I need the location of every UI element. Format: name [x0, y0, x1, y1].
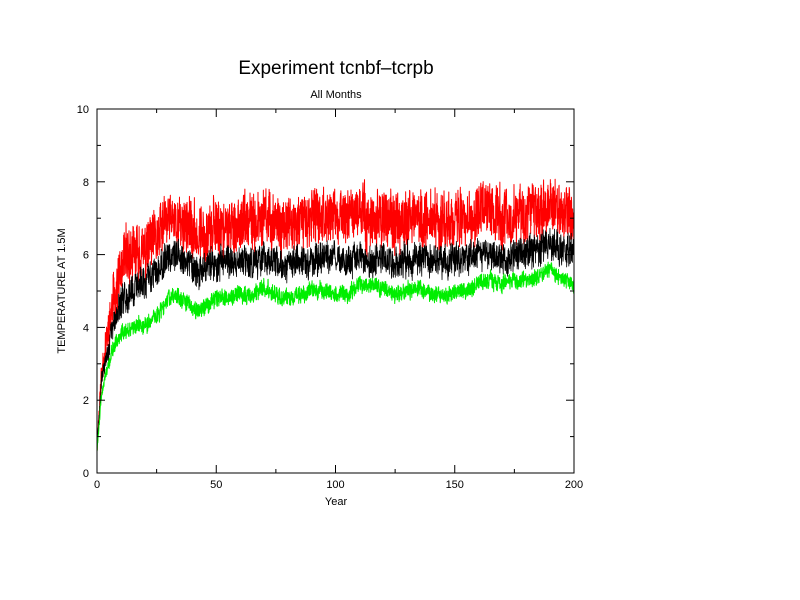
y-tick-label: 10 — [77, 104, 89, 116]
chart-subtitle: All Months — [310, 89, 362, 101]
series-line-3 — [96, 261, 575, 452]
series-line-1 — [96, 178, 575, 451]
x-axis-label: Year — [325, 496, 348, 508]
y-tick-label: 4 — [83, 322, 89, 334]
tick-layer: 0 50 100 150 200 0 2 4 6 8 10 — [77, 104, 583, 491]
x-tick-label: 150 — [446, 479, 464, 491]
y-tick-label: 2 — [83, 395, 89, 407]
series-layer — [96, 178, 575, 452]
series-line-2 — [96, 227, 575, 445]
y-tick-label: 8 — [83, 177, 89, 189]
x-tick-label: 50 — [210, 479, 222, 491]
x-tick-label: 0 — [94, 479, 100, 491]
x-tick-label: 200 — [565, 479, 583, 491]
y-tick-label: 0 — [83, 468, 89, 480]
chart-title: Experiment tcnbf–tcrpb — [238, 58, 433, 79]
x-tick-label: 100 — [326, 479, 344, 491]
y-tick-label: 6 — [83, 250, 89, 262]
y-axis-label: TEMPERATURE AT 1.5M — [56, 228, 68, 353]
